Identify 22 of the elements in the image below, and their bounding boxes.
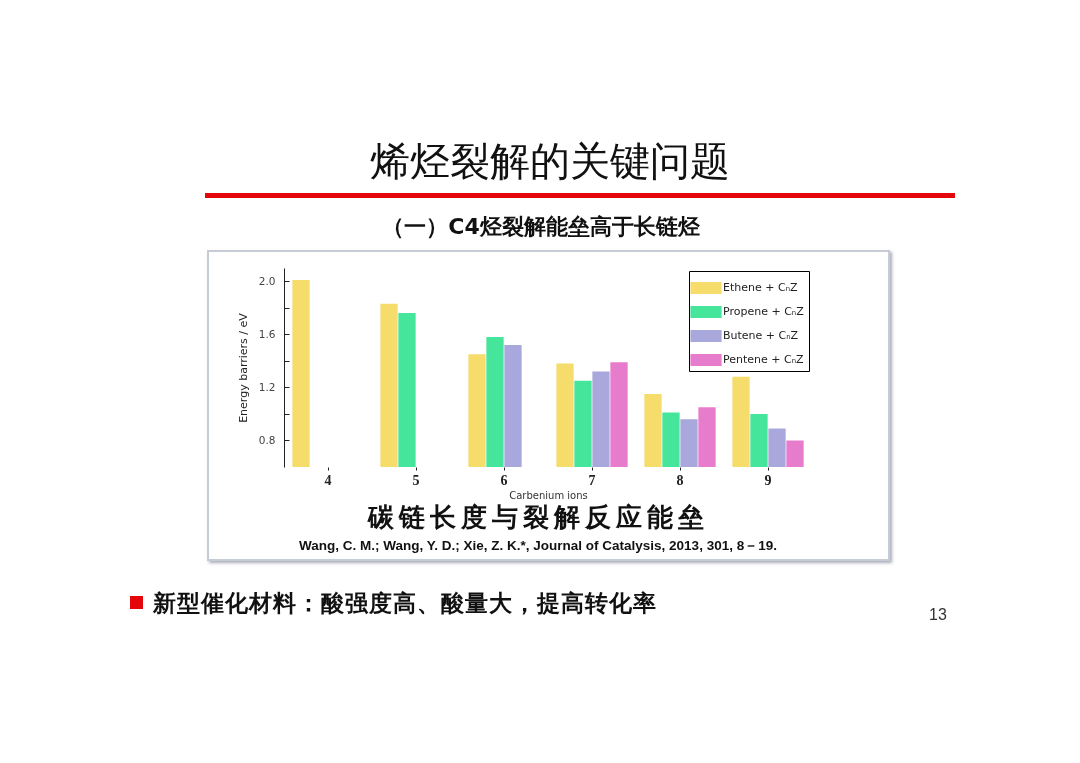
y-tick-label: 1.2 [258,380,276,393]
chart-subtitle: （一）C4烃裂解能垒高于长链烃 [381,213,701,241]
x-tick-label: 7 [588,472,596,488]
x-axis-title: Carbenium ions [509,489,588,501]
y-tick-label: 2.0 [258,274,276,287]
x-tick-label: 6 [500,472,508,488]
chart-title: 烯烃裂解的关键问题 [369,137,731,186]
x-tick-label: 5 [412,472,420,488]
legend-label: Butene + CₙZ [723,329,799,342]
text: 新型催化材料：酸强度高、酸量大，提高转化率 [153,589,657,618]
x-tick-label: 9 [764,472,772,488]
x-tick-label: 8 [676,472,684,488]
text: Wang, C. M.; Wang, Y. D.; Xie, Z. K.*, Journal of Catalysis, 2013, 301, 8－19. [298,537,778,555]
y-axis-title: Energy barriers / eV [236,312,250,423]
y-tick-label: 1.6 [258,327,276,340]
text: 13 [929,606,947,624]
legend-label: Pentene + CₙZ [723,353,805,366]
legend-label: Ethene + CₙZ [723,281,799,294]
x-tick-label: 4 [324,472,332,488]
text: 碳链长度与裂解反应能垒 [366,501,710,534]
legend-label: Propene + CₙZ [723,305,805,318]
y-tick-label: 0.8 [258,433,276,446]
